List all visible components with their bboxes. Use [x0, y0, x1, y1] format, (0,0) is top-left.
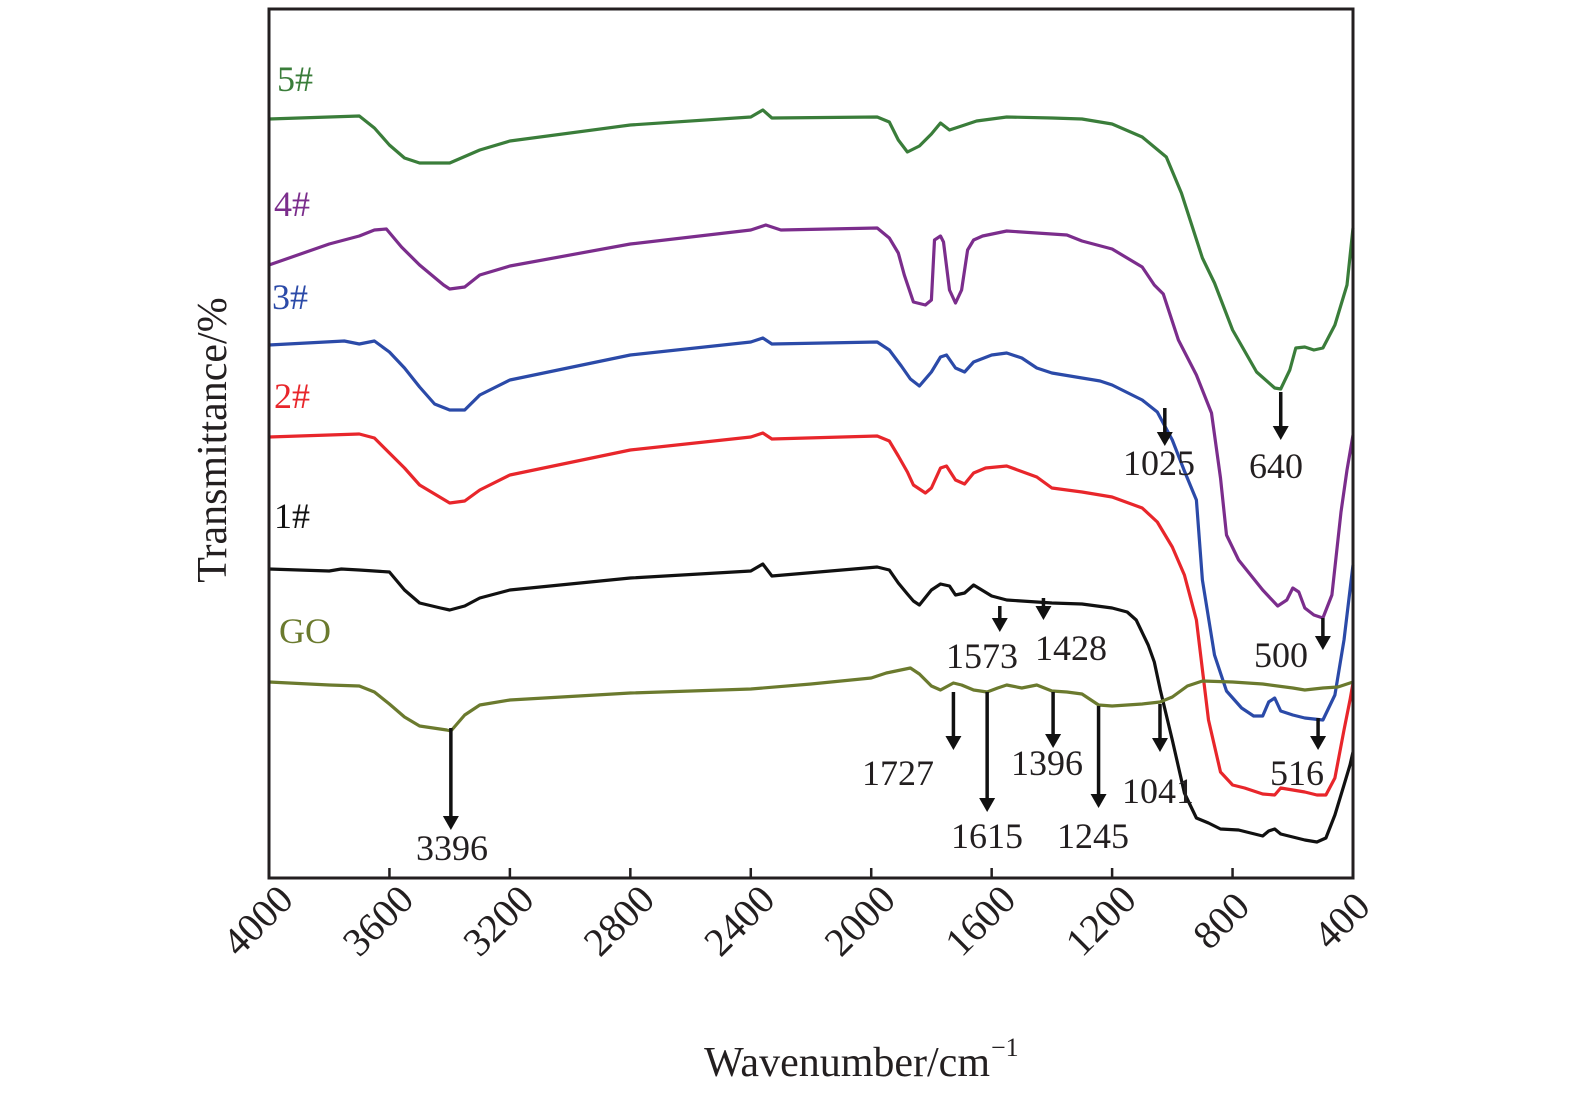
- series-labels: 5# 4# 3# 2# 1# GO: [272, 59, 331, 651]
- arrow-layer: [442, 392, 1331, 830]
- series-label: 4#: [274, 184, 310, 224]
- peak-arrow-head: [945, 736, 962, 750]
- peak-arrow-head: [1151, 738, 1168, 752]
- peak-arrow-head: [1045, 734, 1062, 748]
- series-line-1: [268, 223, 1355, 620]
- peak-arrow-head: [1314, 636, 1331, 650]
- peak-label: 1615: [951, 816, 1023, 856]
- series-line-0: [268, 108, 1355, 391]
- x-tick-label: 3200: [454, 876, 542, 964]
- x-tick-label: 1200: [1056, 876, 1144, 964]
- series-line-4: [268, 562, 1355, 844]
- peak-label: 500: [1254, 635, 1308, 675]
- peak-label: 1025: [1123, 443, 1195, 483]
- peak-label: 3396: [416, 828, 488, 868]
- series-line-3: [268, 431, 1355, 797]
- peak-label: 1041: [1122, 771, 1194, 811]
- series-label: 1#: [274, 496, 310, 536]
- peak-label: 1396: [1011, 743, 1083, 783]
- series-line-5: [268, 666, 1354, 733]
- series-line-2: [268, 336, 1355, 722]
- x-tick-label: 4000: [213, 876, 301, 964]
- peak-arrow-head: [1310, 736, 1327, 750]
- peak-label: 1428: [1035, 628, 1107, 668]
- x-axis-label-superscript: −1: [991, 1033, 1019, 1062]
- x-tick-label: 1600: [936, 876, 1024, 964]
- peak-arrow-head: [1156, 432, 1173, 446]
- peak-label: 1727: [862, 753, 934, 793]
- peak-arrow-head: [1035, 606, 1052, 620]
- peak-label: 640: [1249, 446, 1303, 486]
- x-tick-label: 2000: [815, 876, 903, 964]
- series-label: 5#: [277, 59, 313, 99]
- peak-arrow-head: [442, 816, 459, 830]
- peak-arrow-head: [1090, 794, 1107, 808]
- peak-arrow-head: [991, 618, 1008, 632]
- peak-label: 516: [1270, 753, 1324, 793]
- x-tick-label: 400: [1304, 883, 1378, 957]
- peak-annotations: 3396 1727 1615 1396 1245 1041 1573 1428 1025 640 5…: [416, 443, 1324, 868]
- peak-label: 1245: [1057, 816, 1129, 856]
- x-tick-label: 2800: [575, 876, 663, 964]
- peak-label: 1573: [946, 636, 1018, 676]
- peak-arrow-head: [979, 798, 996, 812]
- x-tick-label: 2400: [695, 876, 783, 964]
- peak-arrow-head: [1272, 426, 1289, 440]
- series-layer: [268, 108, 1355, 844]
- plot-frame: [267, 7, 1355, 880]
- x-axis-label: Wavenumber/cm: [704, 1040, 990, 1086]
- series-label: 2#: [274, 376, 310, 416]
- x-tick-label: 800: [1184, 883, 1258, 957]
- series-label: 3#: [272, 277, 308, 317]
- y-axis-label: Transmittance/%: [190, 297, 236, 582]
- x-tick-label: 3600: [334, 876, 422, 964]
- series-label: GO: [279, 611, 331, 651]
- x-ticks: 4000 3600 3200 2800 2400 2000 1600 1200 800 400: [213, 868, 1379, 965]
